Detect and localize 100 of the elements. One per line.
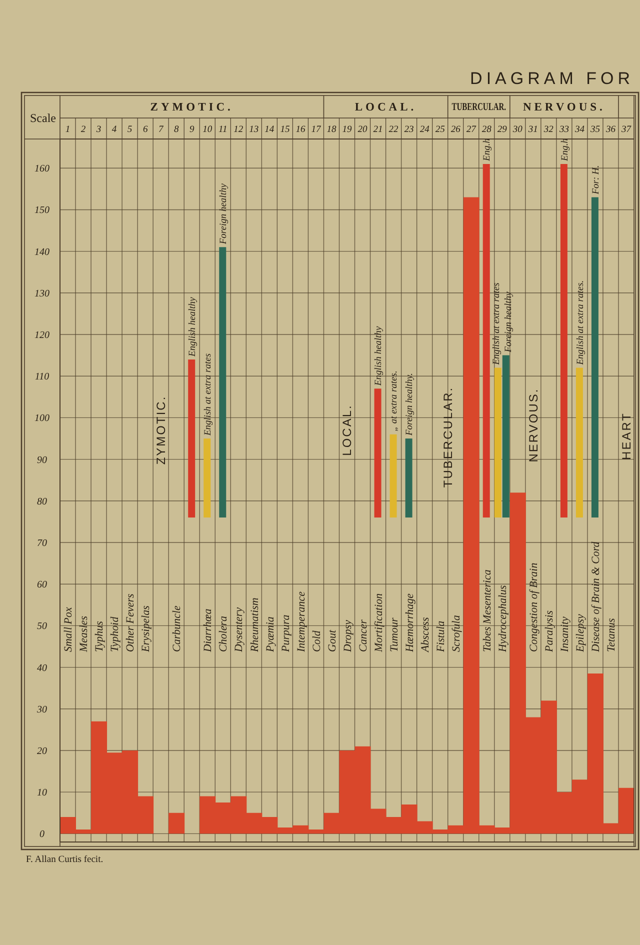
annotation: Eng.h xyxy=(560,138,570,162)
x-tick-label: Cholera xyxy=(218,615,230,652)
x-tick-label: Typhus xyxy=(94,621,106,652)
x2-tick-label: 31 xyxy=(527,124,538,135)
text: NERVOUS. xyxy=(522,102,606,114)
x-tick-label: Paralysis xyxy=(544,610,556,653)
x-tick-label: Gout xyxy=(326,629,338,652)
x-tick-label: Epilepsy xyxy=(574,614,587,653)
x2-tick-label: 3 xyxy=(95,124,102,135)
y-tick-label: 100 xyxy=(34,413,50,424)
y-tick-label: 110 xyxy=(34,372,50,383)
y-tick-label: 60 xyxy=(37,580,47,591)
annotation: Eng.h xyxy=(482,138,493,162)
bar xyxy=(374,388,382,518)
x2-tick-label: 12 xyxy=(234,124,244,135)
x2-tick-label: 13 xyxy=(249,124,259,135)
y-tick-label: 90 xyxy=(37,454,47,466)
x2-tick-label: 24 xyxy=(420,124,430,135)
bar xyxy=(168,812,185,834)
bar xyxy=(405,438,412,518)
x-tick-label: Insanity xyxy=(559,616,572,653)
x-tick-label: Diarrhœa xyxy=(202,608,214,653)
y-tick-label: 120 xyxy=(34,330,50,342)
annotation: TUBERCULAR. xyxy=(441,386,456,488)
y-tick-label: 30 xyxy=(36,704,47,716)
x-tick-label: Mortification xyxy=(372,592,385,653)
x-tick-label: Tabes Mesenterica xyxy=(481,569,494,652)
x2-tick-label: 4 xyxy=(112,124,117,135)
x-tick-label: Small Pox xyxy=(62,606,75,652)
x2-tick-label: 15 xyxy=(280,124,290,135)
bar xyxy=(576,368,583,518)
x2-tick-label: 33 xyxy=(558,124,570,135)
x-tick-label: Intemperance xyxy=(295,591,308,653)
x2-tick-label: 37 xyxy=(620,124,632,135)
annotation: HEART xyxy=(619,412,634,460)
annotation: English healthy xyxy=(188,296,198,358)
x-tick-label: Fistula xyxy=(434,620,447,653)
x2-tick-label: 2 xyxy=(80,124,86,135)
text: LOCAL. xyxy=(354,102,417,114)
x2-tick-label: 30 xyxy=(512,124,523,135)
bar xyxy=(591,197,598,518)
y-tick-label: 80 xyxy=(37,496,47,508)
x-tick-label: Hydrocephalus xyxy=(496,585,509,653)
y-tick-label: 0 xyxy=(40,829,44,840)
x-tick-label: Erysipelas xyxy=(140,606,152,653)
annotation: English at extra rates. xyxy=(576,280,586,366)
x2-tick-label: 8 xyxy=(174,124,179,135)
text: F. Allan Curtis fecit. xyxy=(26,855,104,865)
x2-tick-label: 21 xyxy=(373,124,383,135)
y-tick-label: 150 xyxy=(34,205,50,216)
x-tick-label: Other Fevers xyxy=(124,594,137,652)
x-tick-label: Cancer xyxy=(357,618,370,652)
x2-tick-label: 11 xyxy=(218,124,228,135)
annotation: „ at extra rates. xyxy=(390,370,400,432)
x-tick-label: Typhoid xyxy=(109,616,122,652)
annotation: Foreign healthy xyxy=(504,290,514,354)
y-tick-label: 140 xyxy=(34,246,50,258)
x2-tick-label: 26 xyxy=(450,124,461,135)
bar xyxy=(390,434,397,518)
x2-tick-label: 35 xyxy=(589,124,600,135)
x2-tick-label: 9 xyxy=(189,124,194,135)
x-tick-label: Tumour xyxy=(388,617,400,652)
x2-tick-label: 23 xyxy=(404,124,414,135)
x2-tick-label: 28 xyxy=(482,124,492,135)
annotation: LOCAL. xyxy=(340,404,354,456)
x2-tick-label: 27 xyxy=(466,124,478,135)
bar xyxy=(482,164,490,518)
annotation: NERVOUS. xyxy=(526,388,540,462)
x-tick-label: Measles xyxy=(78,616,90,653)
x2-tick-label: 32 xyxy=(542,124,554,135)
x-tick-label: Hæmorrhage xyxy=(404,593,416,653)
x-tick-label: Disease of Brain & Cord xyxy=(590,541,602,653)
x2-tick-label: 1 xyxy=(65,124,70,135)
x-tick-label: Purpura xyxy=(280,614,292,653)
x2-tick-label: 22 xyxy=(388,124,399,135)
x2-tick-label: 16 xyxy=(296,124,306,135)
y-tick-label: 40 xyxy=(37,662,47,674)
x2-tick-label: 10 xyxy=(202,124,212,135)
y-tick-label: 70 xyxy=(37,538,47,549)
x-tick-label: Tetanus xyxy=(606,618,618,652)
x2-tick-label: 5 xyxy=(127,124,132,135)
bar xyxy=(188,359,196,518)
annotation: English at extra rates xyxy=(492,282,502,366)
x-tick-label: Dropsy xyxy=(342,620,354,653)
x-tick-label: Cold xyxy=(310,630,323,652)
text: TUBERCULAR. xyxy=(452,100,506,112)
x-tick-label: Pyæmia xyxy=(264,616,276,653)
annotation: English healthy xyxy=(374,325,384,387)
x2-tick-label: 29 xyxy=(497,124,508,135)
x2-tick-label: 18 xyxy=(326,124,336,135)
y-tick-label: 20 xyxy=(37,746,47,757)
x2-tick-label: 19 xyxy=(342,124,352,135)
x-tick-label: Abscess xyxy=(419,617,432,653)
x2-tick-label: 25 xyxy=(435,124,446,135)
y-tick-label: 50 xyxy=(37,621,47,632)
bar xyxy=(204,438,211,518)
text: ZYMOTIC. xyxy=(150,102,234,114)
x-tick-label: Rheumatism xyxy=(248,598,261,653)
x2-tick-label: 6 xyxy=(142,124,148,135)
y-tick-label: 10 xyxy=(37,788,47,799)
